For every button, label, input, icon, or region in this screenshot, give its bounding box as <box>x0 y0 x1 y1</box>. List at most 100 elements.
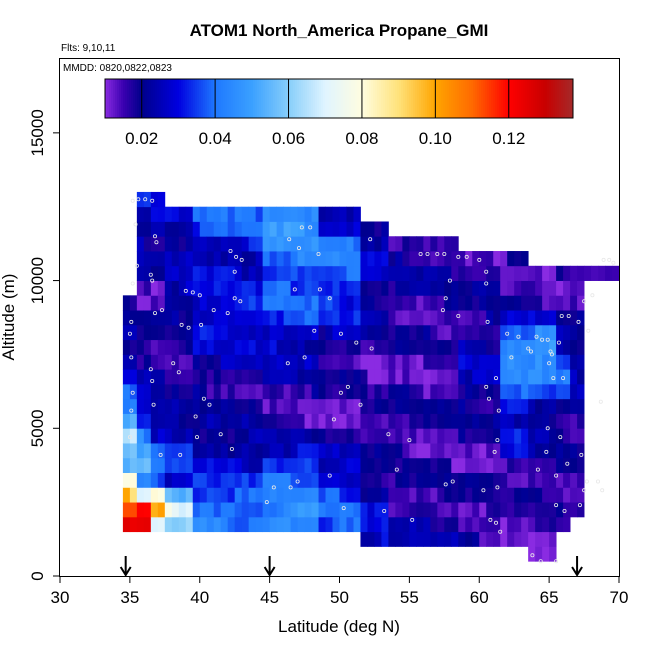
colorbar-segment <box>209 79 212 118</box>
colorbar-segment <box>217 79 220 118</box>
heatmap-cell <box>535 546 543 562</box>
x-tick-label: 35 <box>120 588 139 607</box>
heatmap-cell <box>367 502 375 518</box>
heatmap-cell <box>269 251 278 267</box>
heatmap-cell <box>220 472 229 488</box>
heatmap-cell <box>486 383 494 400</box>
heatmap-cell <box>528 398 536 414</box>
heatmap-cell <box>465 280 473 296</box>
heatmap-cell <box>367 369 375 385</box>
heatmap-cell <box>465 354 473 370</box>
heatmap-cell <box>136 221 145 237</box>
heatmap-cell <box>549 443 557 459</box>
heatmap-cell <box>486 398 494 414</box>
heatmap-cell <box>388 502 396 518</box>
heatmap-cell <box>122 487 131 503</box>
heatmap-cell <box>388 516 396 533</box>
heatmap-cell <box>311 354 319 370</box>
heatmap-cell <box>507 428 515 444</box>
heatmap-cell <box>164 221 173 237</box>
heatmap-cell <box>248 265 257 281</box>
heatmap-cell <box>409 339 417 355</box>
heatmap-cell <box>423 502 431 518</box>
heatmap-cell <box>465 339 473 355</box>
heatmap-cell <box>262 457 271 473</box>
heatmap-cell <box>346 413 354 429</box>
heatmap-cell <box>374 251 382 267</box>
heatmap-cell <box>157 251 166 267</box>
colorbar-segment <box>345 79 348 118</box>
heatmap-cell <box>465 472 473 488</box>
heatmap-cell <box>339 369 347 385</box>
heatmap-cell <box>577 383 585 400</box>
colorbar-segment <box>477 79 480 118</box>
heatmap-cell <box>332 502 340 518</box>
heatmap-cell <box>535 295 543 311</box>
heatmap-cell <box>402 251 410 267</box>
heatmap-cell <box>325 502 333 518</box>
colorbar-segment <box>487 79 490 118</box>
heatmap-cell <box>332 383 340 400</box>
heatmap-cell <box>122 472 131 488</box>
heatmap-cell <box>360 324 368 341</box>
heatmap-cell <box>339 428 347 444</box>
heatmap-cell <box>486 413 494 429</box>
colorbar-segment <box>107 79 110 118</box>
heatmap-cell <box>234 457 243 473</box>
heatmap-cell <box>143 428 152 444</box>
heatmap-cell <box>143 295 152 311</box>
heatmap-cell <box>164 295 173 311</box>
colorbar-segment <box>529 79 532 118</box>
heatmap-cell <box>388 236 396 252</box>
heatmap-cell <box>213 472 222 488</box>
heatmap-cell <box>458 531 466 547</box>
heatmap-cell <box>136 472 145 488</box>
heatmap-cell <box>479 339 487 355</box>
heatmap-cell <box>570 280 578 296</box>
heatmap-cell <box>248 472 257 488</box>
colorbar-segment <box>373 79 376 118</box>
heatmap-cell <box>213 339 222 355</box>
heatmap-cell <box>234 398 243 414</box>
colorbar-segment <box>275 79 278 118</box>
heatmap-cell <box>514 398 522 414</box>
heatmap-cell <box>542 502 550 518</box>
colorbar-segment <box>159 79 162 118</box>
heatmap-cell <box>318 383 326 400</box>
heatmap-cell <box>206 324 215 341</box>
heatmap-cell <box>178 472 187 488</box>
heatmap-cell <box>479 472 487 488</box>
heatmap-cell <box>465 265 473 281</box>
colorbar-segment <box>555 79 558 118</box>
colorbar-segment <box>321 79 324 118</box>
heatmap-cell <box>178 280 187 296</box>
colorbar-segment <box>211 79 214 118</box>
colorbar-segment <box>363 79 366 118</box>
heatmap-cell <box>549 310 557 326</box>
colorbar-segment <box>385 79 388 118</box>
heatmap-cell <box>493 428 501 444</box>
heatmap-cell <box>241 324 250 341</box>
colorbar-segment <box>539 79 542 118</box>
heatmap-cell <box>255 413 264 429</box>
heatmap-cell <box>493 324 501 341</box>
heatmap-cell <box>290 236 298 252</box>
heatmap-cell <box>220 487 229 503</box>
heatmap-cell <box>353 295 361 311</box>
heatmap-cell <box>311 443 319 459</box>
heatmap-cell <box>227 339 236 355</box>
colorbar-segment <box>125 79 128 118</box>
x-tick-label: 45 <box>260 588 279 607</box>
heatmap-cell <box>157 472 166 488</box>
colorbar-segment <box>471 79 474 118</box>
heatmap-cell <box>311 280 319 296</box>
heatmap-cell <box>304 221 312 237</box>
colorbar-segment <box>181 79 184 118</box>
sample-point <box>526 346 531 351</box>
colorbar-segment <box>401 79 404 118</box>
heatmap-cell <box>353 310 361 326</box>
colorbar-segment <box>465 79 468 118</box>
heatmap-cell <box>269 369 278 385</box>
colorbar-segment <box>469 79 472 118</box>
heatmap-cell <box>437 354 445 370</box>
